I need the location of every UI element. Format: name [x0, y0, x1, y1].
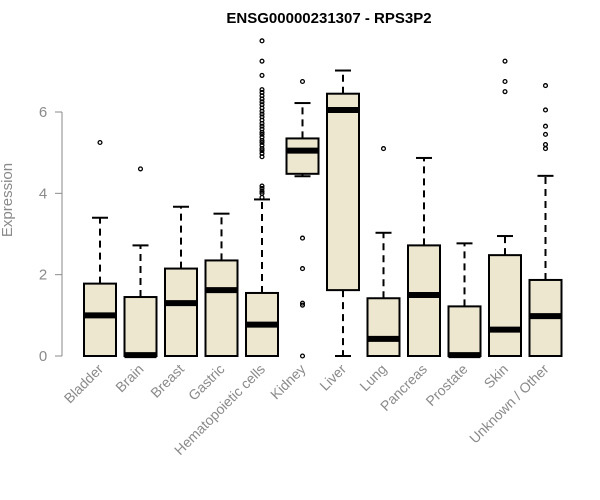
outlier-point	[542, 146, 549, 152]
box-hematopoietic-cells	[245, 38, 279, 358]
iqr-box	[123, 296, 158, 357]
outlier-point	[259, 38, 265, 44]
outlier-point	[502, 89, 508, 95]
outlier-point	[259, 148, 265, 154]
outlier-point	[259, 150, 265, 157]
outlier-point	[259, 58, 265, 64]
x-tick-label: Bladder	[61, 361, 107, 407]
y-tick-label: 2	[39, 267, 47, 284]
outlier-point	[259, 126, 265, 132]
y-axis: 0 2 4 6	[39, 104, 63, 365]
box-gastric	[204, 212, 239, 357]
outlier-point	[259, 99, 265, 105]
y-tick-label: 6	[39, 104, 47, 121]
plot-area	[83, 38, 563, 359]
outlier-point	[299, 235, 306, 241]
outlier-point	[259, 134, 265, 140]
iqr-box	[366, 297, 401, 357]
x-tick-label: Kidney	[267, 361, 309, 403]
outlier-point	[259, 131, 265, 137]
outlier-point	[97, 139, 103, 146]
x-tick-label: Breast	[147, 361, 187, 401]
outlier-point	[502, 78, 508, 85]
iqr-box	[285, 137, 320, 175]
box-breast	[164, 205, 198, 358]
outlier-point	[299, 78, 306, 85]
outlier-point	[259, 89, 265, 96]
iqr-box	[204, 259, 239, 357]
x-tick-label: Skin	[481, 361, 512, 392]
outlier-point	[259, 183, 265, 189]
outlier-point	[299, 266, 306, 272]
outlier-point	[299, 353, 306, 359]
x-tick-label: Liver	[316, 361, 349, 394]
box-lung	[366, 146, 401, 357]
y-axis-label: Expression	[0, 163, 16, 237]
box-kidney	[285, 78, 320, 359]
outlier-point	[380, 146, 387, 152]
box-liver	[326, 69, 360, 357]
y-tick-label: 4	[39, 185, 47, 202]
iqr-box	[83, 282, 117, 358]
box-bladder	[83, 139, 117, 358]
x-tick-label: Lung	[356, 361, 389, 394]
outlier-point	[259, 87, 265, 93]
x-tick-label: Brain	[112, 361, 146, 395]
outlier-point	[542, 131, 549, 137]
x-tick-label: Prostate	[422, 361, 470, 409]
outlier-point	[259, 194, 265, 200]
outlier-point	[542, 83, 549, 89]
outlier-point	[259, 102, 265, 108]
outlier-point	[542, 141, 549, 148]
box-brain	[123, 166, 158, 359]
outlier-point	[259, 142, 265, 148]
outlier-point	[259, 185, 265, 192]
box-unknown-other	[528, 83, 563, 358]
outlier-point	[259, 111, 265, 117]
iqr-box	[407, 244, 441, 358]
box-pancreas	[407, 156, 441, 358]
outlier-point	[137, 166, 144, 172]
outlier-point	[259, 72, 265, 78]
outlier-point	[259, 188, 265, 194]
outlier-point	[299, 300, 306, 306]
chart-title: ENSG00000231307 - RPS3P2	[226, 10, 431, 27]
outlier-point	[259, 139, 265, 146]
outlier-point	[259, 190, 265, 196]
iqr-box	[488, 254, 522, 357]
iqr-box	[326, 92, 360, 292]
y-tick-label: 0	[39, 348, 47, 365]
iqr-box	[164, 267, 198, 358]
outlier-point	[542, 107, 549, 113]
outlier-point	[299, 302, 306, 308]
iqr-box	[447, 305, 482, 357]
box-prostate	[447, 242, 482, 359]
outlier-point	[502, 58, 508, 64]
outlier-point	[542, 123, 549, 129]
outlier-point	[259, 123, 265, 129]
outlier-point	[259, 114, 265, 120]
box-skin	[488, 58, 522, 357]
